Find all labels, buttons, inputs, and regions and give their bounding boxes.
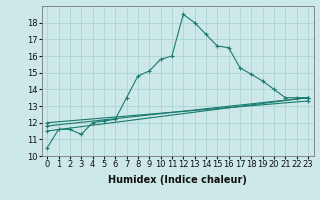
- X-axis label: Humidex (Indice chaleur): Humidex (Indice chaleur): [108, 175, 247, 185]
